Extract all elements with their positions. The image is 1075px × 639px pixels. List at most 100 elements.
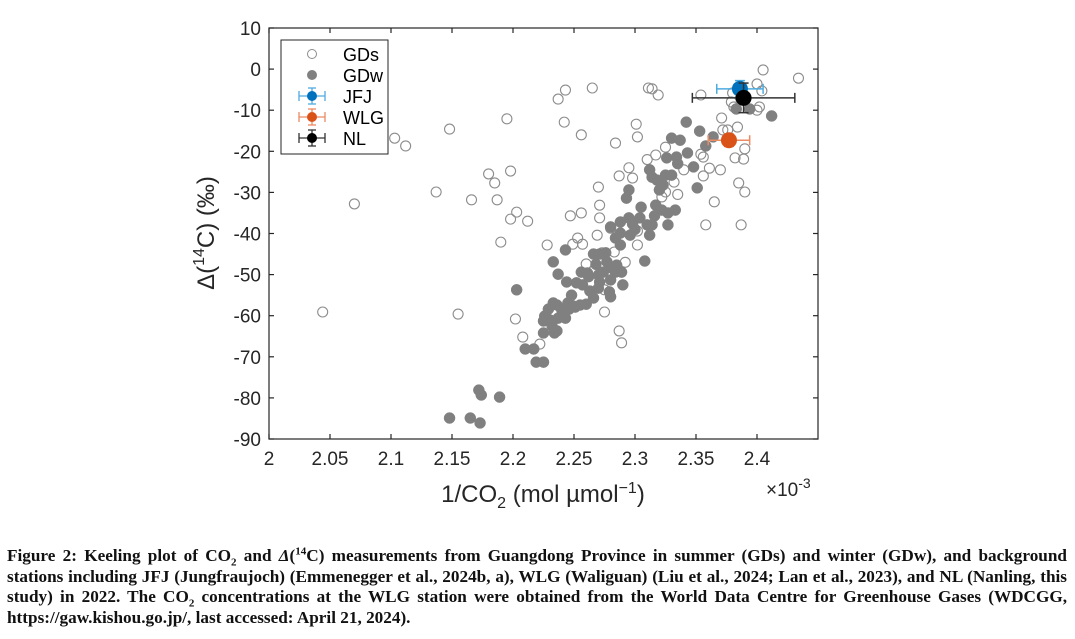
axes: 2 2.05 2.1 2.15 2.2 2.25 2.3 2.35 2.4 10 0 -10 -20 -3… [234,19,819,470]
gdw-point [681,147,694,159]
legend-label: WLG [343,108,384,128]
gdw-point [623,184,635,196]
gdw-point [635,201,647,213]
gds-point [517,331,529,343]
x-mult-exp: -3 [798,475,811,491]
caption-text: concentrations at the WLG station were o… [7,587,1067,627]
gdw-point [527,343,540,355]
gds-point [672,188,684,201]
gds-point [522,215,534,227]
gds-point [659,141,672,153]
gds-point [616,337,628,349]
gdw-point [548,327,561,339]
gds-point [491,194,503,206]
y-label-post: C) (‰) [193,176,220,248]
gds-point [483,168,495,180]
gdw-point [662,219,674,231]
gdw-point [475,389,488,401]
gds-point [541,239,553,251]
legend-item-wlg: WLG [298,108,384,128]
gdw-point [691,182,703,194]
gds-point [317,306,329,318]
gds-point [575,129,587,141]
gds-point [591,229,603,241]
gds-point [739,186,751,198]
gds-point [613,170,625,182]
gds-point [444,123,456,135]
gds-point [509,313,521,325]
legend-item-gdw: GDw [307,66,384,86]
gdw-point [464,412,477,424]
caption-subscript: 2 [188,597,195,610]
legend-marker-icon [307,91,317,101]
gds-point [695,148,707,160]
gds-point [695,89,707,101]
gds-point [641,153,653,166]
figure-caption: Figure 2: Keeling plot of CO2 and Δ(14C)… [7,546,1067,628]
gds-point [489,177,501,189]
y-tick-label: -60 [234,307,261,328]
gdw-point [552,268,564,280]
caption-text: and [236,546,279,565]
gdw-point [493,391,506,403]
gdw-point [674,134,686,146]
caption-text: C) measurements from Guangdong Province … [7,546,1067,606]
gdw-point [680,116,692,128]
gds-point [348,198,360,210]
gdw-point [623,212,635,224]
gds-point [652,89,664,101]
x-label-close: ) [637,481,645,508]
legend-item-jfj: JFJ [298,87,372,107]
gds-point [594,212,606,224]
gds-point [576,238,589,250]
gds-point [697,170,709,182]
gdw-point [615,266,628,278]
gds-point [594,199,606,211]
x-axis-multiplier: ×10-3 [766,475,811,501]
gdw-point [669,204,682,216]
gds-point [564,210,576,222]
legend-marker-icon [307,112,317,122]
gds-point [452,308,464,320]
gds-point [630,118,642,130]
x-label-rest: (mol µmol [506,481,619,508]
gds-point [642,82,654,94]
caption-label: Figure 2: [7,546,77,565]
caption-subscript: 2 [231,556,237,569]
legend-label: NL [343,129,366,149]
gdw-point [634,212,646,224]
x-label-sub: 2 [497,495,506,512]
gdw-point [660,152,673,164]
gdw-point [590,258,602,271]
gdw-point [617,279,629,291]
y-label-pre: Δ( [193,266,220,290]
gdw-point [643,229,656,241]
x-mult-base: ×10 [766,480,798,501]
legend-open-circle-icon [307,49,317,59]
legend-label: GDw [343,66,384,86]
y-tick-label: -10 [234,101,261,122]
y-tick-label: -80 [234,389,261,410]
gds-point [623,162,635,174]
gdw-point [582,270,595,283]
gds-point [714,164,726,176]
gds-point [650,149,662,161]
gdw-point [570,277,583,289]
gds-point [586,82,598,94]
gdw-point [671,157,684,170]
gds-point [465,194,478,206]
gds-point [733,177,745,189]
x-tick-label: 2.15 [434,449,471,470]
y-tick-label: 10 [240,19,261,40]
gdw-point [587,292,600,304]
gds-point [717,124,729,136]
y-tick-label: -30 [234,183,261,204]
gdw-point [700,140,712,152]
gdw-point [730,103,743,115]
gds-point [501,113,513,125]
y-tick-label: -90 [234,430,261,451]
gds-point [558,116,570,128]
x-tick-label: 2 [264,449,275,470]
caption-text: ( [289,546,296,565]
legend-filled-circle-icon [307,70,317,80]
